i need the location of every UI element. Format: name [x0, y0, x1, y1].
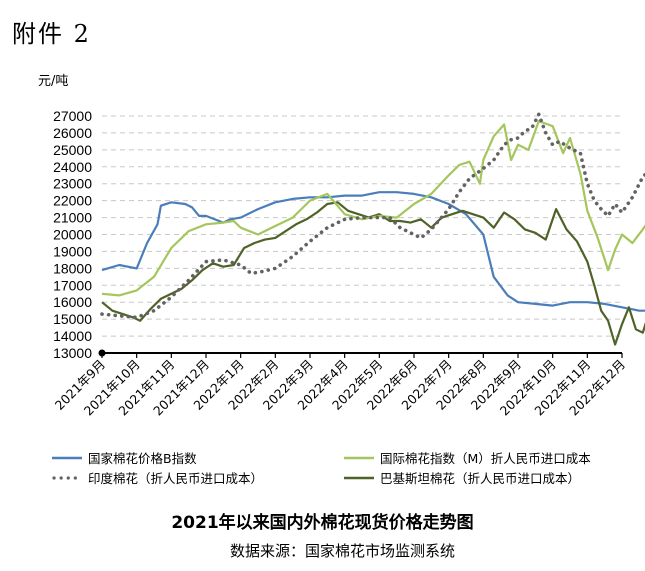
y-tick-label: 20000: [53, 227, 92, 243]
series-line: [100, 112, 645, 320]
legend-label-m-index: 国际棉花指数（M）折人民币进口成本: [380, 451, 591, 466]
y-tick-label: 23000: [53, 176, 92, 192]
legend-label-b-index: 国家棉花价格B指数: [88, 451, 197, 466]
y-tick-label: 21000: [53, 210, 92, 226]
y-tick-label: 22000: [53, 193, 92, 209]
legend-item-india: 印度棉花（折人民币进口成本）: [52, 468, 263, 487]
series-line: [101, 201, 645, 346]
legend-item-b-index: 国家棉花价格B指数: [52, 448, 197, 467]
chart-title: 2021年以来国内外棉花现货价格走势图: [171, 513, 474, 533]
y-tick-label: 15000: [53, 311, 92, 327]
attachment-label: 附件 2: [12, 20, 91, 48]
y-tick-label: 16000: [53, 294, 92, 310]
y-tick-label: 17000: [53, 277, 92, 293]
y-axis-unit-label: 元/吨: [38, 74, 69, 89]
series-lines: [100, 112, 645, 346]
y-tick-label: 18000: [53, 260, 92, 276]
y-tick-label: 25000: [53, 142, 92, 158]
y-tick-labels: 1300014000150001600017000180001900020000…: [53, 108, 92, 361]
legend-label-india: 印度棉花（折人民币进口成本）: [88, 471, 264, 486]
legend-item-pakistan: 巴基斯坦棉花（折人民币进口成本）: [344, 468, 580, 487]
y-tick-label: 14000: [53, 328, 92, 344]
x-axis: 2021年9月2021年10月2021年11月2021年12月2022年1月20…: [52, 349, 628, 419]
grid-lines: [102, 115, 622, 337]
legend-label-pakistan: 巴基斯坦棉花（折人民币进口成本）: [380, 471, 581, 486]
series-line: [101, 191, 645, 312]
legend-item-m-index: 国际棉花指数（M）折人民币进口成本: [344, 448, 591, 467]
data-source-note: 数据来源：国家棉花市场监测系统: [230, 542, 456, 560]
y-tick-label: 13000: [53, 345, 92, 361]
y-tick-label: 19000: [53, 243, 92, 259]
y-tick-label: 24000: [53, 159, 92, 175]
series-line: [101, 120, 645, 297]
y-tick-label: 27000: [53, 108, 92, 124]
y-tick-label: 26000: [53, 125, 92, 141]
